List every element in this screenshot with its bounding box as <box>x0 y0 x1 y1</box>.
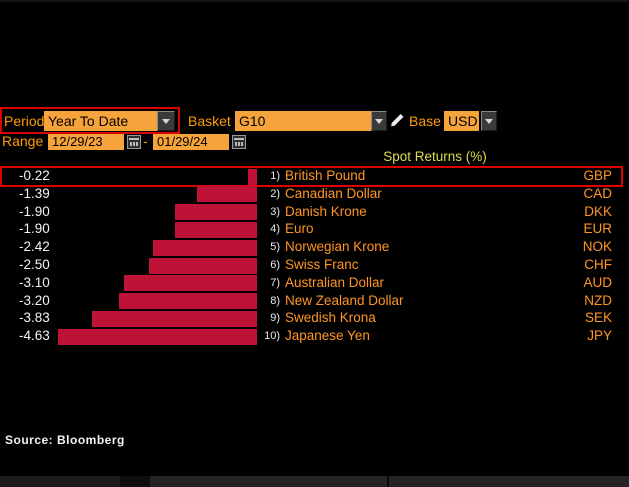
row-value: -3.10 <box>19 274 50 290</box>
chart-row[interactable]: -4.63 10) Japanese Yen JPY <box>0 327 629 345</box>
row-value: -1.90 <box>19 203 50 219</box>
chart-title: Spot Returns (%) <box>383 149 487 164</box>
pencil-icon[interactable] <box>390 112 405 127</box>
row-currency-code: GBP <box>583 168 612 183</box>
base-dropdown-button[interactable] <box>481 111 497 131</box>
row-value: -2.42 <box>19 239 50 255</box>
row-bar <box>119 293 257 310</box>
row-rank: 4) <box>270 223 280 236</box>
row-value: -0.22 <box>19 168 50 183</box>
period-dropdown[interactable]: Year To Date <box>44 111 157 131</box>
basket-label: Basket <box>188 113 231 129</box>
chart-row[interactable]: -1.90 3) Danish Krone DKK <box>0 203 629 221</box>
row-currency-code: DKK <box>584 203 612 219</box>
base-dropdown[interactable]: USD <box>444 111 479 131</box>
row-name: Japanese Yen <box>285 328 370 344</box>
bottom-bar-segment <box>0 476 120 487</box>
row-bar <box>92 310 257 327</box>
row-value: -4.63 <box>19 328 50 344</box>
row-bar <box>175 221 257 238</box>
row-value: -1.39 <box>19 185 50 201</box>
row-rank: 6) <box>270 259 280 271</box>
row-rank: 10) <box>264 330 280 343</box>
chart-row[interactable]: -1.39 2) Canadian Dollar CAD <box>0 185 629 203</box>
row-rank: 3) <box>270 205 280 218</box>
row-value: -1.90 <box>19 221 50 237</box>
top-edge-rule <box>0 0 629 2</box>
period-label: Period <box>4 113 45 129</box>
range-end-input[interactable]: 01/29/24 <box>153 134 229 150</box>
row-rank: 2) <box>270 187 280 200</box>
row-name: Euro <box>285 221 314 237</box>
bottom-bar <box>0 476 629 487</box>
row-value: -3.83 <box>19 310 50 326</box>
range-start-input[interactable]: 12/29/23 <box>48 134 124 150</box>
annotation-box-row <box>0 165 623 187</box>
row-value: -2.50 <box>19 257 50 272</box>
period-dropdown-button[interactable] <box>157 111 175 131</box>
calendar-icon[interactable] <box>127 135 141 149</box>
chart-row[interactable]: -3.10 7) Australian Dollar AUD <box>0 274 629 292</box>
base-label: Base <box>409 113 441 129</box>
row-bar <box>197 186 257 203</box>
chart-row[interactable]: -3.83 9) Swedish Krona SEK <box>0 309 629 327</box>
row-currency-code: CAD <box>583 185 612 201</box>
basket-dropdown[interactable]: G10 <box>235 111 371 131</box>
row-bar <box>149 257 257 274</box>
annotation-box-period <box>0 107 180 134</box>
range-label: Range <box>2 133 44 149</box>
calendar-icon[interactable] <box>232 135 246 149</box>
row-rank: 9) <box>270 312 280 325</box>
chart-row[interactable]: -1.90 4) Euro EUR <box>0 220 629 238</box>
chart-row[interactable]: -3.20 8) New Zealand Dollar NZD <box>0 292 629 310</box>
chart-row[interactable]: -2.42 5) Norwegian Krone NOK <box>0 238 629 256</box>
chart-row[interactable]: -2.50 6) Swiss Franc CHF <box>0 256 629 274</box>
row-value: -3.20 <box>19 292 50 308</box>
row-currency-code: EUR <box>583 221 612 237</box>
row-name: Norwegian Krone <box>285 239 390 255</box>
row-bar <box>248 168 257 185</box>
row-name: Swiss Franc <box>285 257 359 272</box>
row-bar <box>58 328 257 345</box>
row-currency-code: JPY <box>587 328 612 344</box>
bottom-bar-divider <box>387 476 389 487</box>
basket-dropdown-button[interactable] <box>371 111 387 131</box>
row-name: New Zealand Dollar <box>285 292 404 308</box>
row-name: Australian Dollar <box>285 274 385 290</box>
row-name: Swedish Krona <box>285 310 376 326</box>
row-name: British Pound <box>285 168 366 183</box>
range-separator: - <box>143 133 148 149</box>
row-currency-code: CHF <box>584 257 612 272</box>
row-currency-code: NOK <box>582 239 612 255</box>
bottom-bar-segment <box>120 476 150 487</box>
row-name: Danish Krone <box>285 203 367 219</box>
row-name: Canadian Dollar <box>285 185 382 201</box>
row-currency-code: AUD <box>583 274 612 290</box>
row-rank: 5) <box>270 241 280 254</box>
row-bar <box>124 275 257 292</box>
row-bar <box>175 204 257 221</box>
row-currency-code: SEK <box>584 310 612 326</box>
row-rank: 7) <box>270 276 280 289</box>
row-rank: 1) <box>270 170 280 182</box>
chart-row[interactable]: -0.22 1) British Pound GBP <box>0 167 629 185</box>
row-bar <box>153 239 257 256</box>
row-rank: 8) <box>270 294 280 307</box>
source-credit: Source: Bloomberg <box>5 433 125 447</box>
row-currency-code: NZD <box>584 292 612 308</box>
